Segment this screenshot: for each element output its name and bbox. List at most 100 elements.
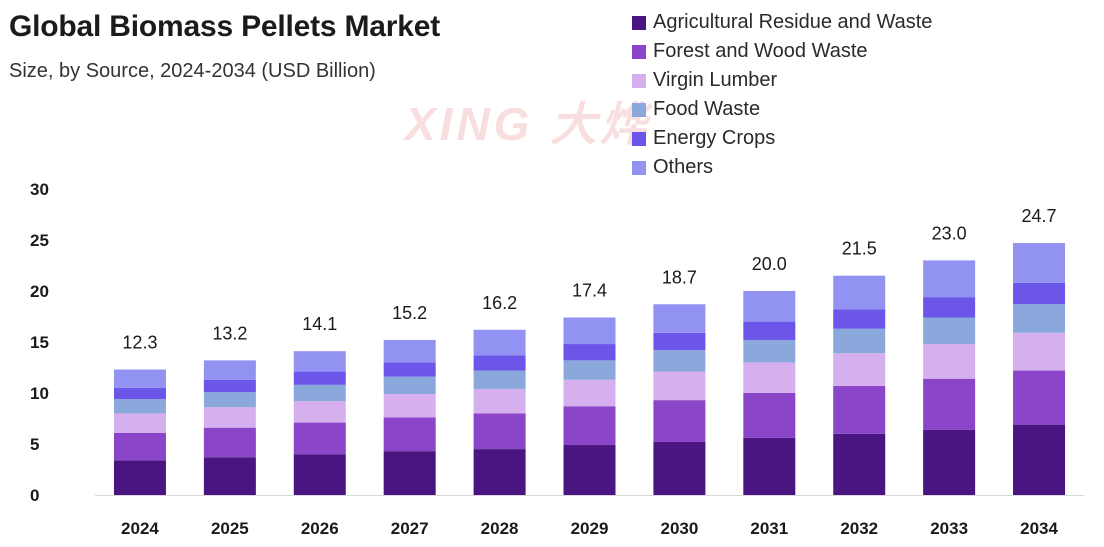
bar-segment	[113, 460, 166, 495]
legend-swatch	[632, 160, 646, 175]
bar-total-label: 20.0	[752, 254, 787, 274]
bar-segment	[1013, 282, 1066, 305]
legend-item: Energy Crops	[632, 124, 932, 153]
bar-segment	[1013, 332, 1066, 371]
bar-segment	[203, 360, 256, 380]
legend-swatch	[632, 44, 646, 59]
legend-label: Food Waste	[653, 98, 761, 120]
bar-segment	[653, 441, 706, 495]
bar-segment	[923, 260, 976, 298]
bar-segment	[653, 371, 706, 401]
bar-total-label: 15.2	[392, 303, 427, 323]
x-tick-label: 2024	[121, 519, 159, 538]
x-tick-label: 2027	[391, 519, 429, 538]
legend-label: Virgin Lumber	[653, 69, 778, 91]
bar-total-label: 18.7	[662, 267, 697, 287]
bar-segment	[743, 362, 796, 393]
bar-segment	[743, 291, 796, 322]
x-tick-label: 2031	[750, 519, 788, 538]
y-tick-label: 10	[30, 384, 49, 403]
bar-segment	[1013, 424, 1066, 495]
bar-segment	[833, 328, 886, 354]
bar-segment	[473, 370, 526, 389]
bar-segment	[473, 329, 526, 356]
bar-segment	[563, 379, 616, 407]
bar-total-label: 24.7	[1022, 206, 1057, 226]
legend-swatch	[632, 131, 646, 146]
bar-segment	[743, 321, 796, 340]
legend-label: Others	[653, 156, 714, 178]
legend-swatch	[632, 15, 646, 30]
bar-segment	[383, 339, 436, 363]
bar-segment	[383, 394, 436, 418]
bar-segment	[293, 401, 346, 423]
y-tick-label: 15	[30, 333, 49, 352]
bar-segment	[203, 457, 256, 495]
legend-item: Agricultural Residue and Waste	[632, 8, 932, 37]
bar-segment	[563, 445, 616, 495]
bar-segment	[203, 427, 256, 458]
x-tick-label: 2025	[211, 519, 249, 538]
bar-segment	[923, 297, 976, 318]
y-tick-label: 30	[30, 180, 49, 199]
legend-label: Energy Crops	[653, 127, 776, 149]
bar-total-label: 17.4	[572, 281, 607, 301]
bar-segment	[383, 362, 436, 377]
legend-label: Agricultural Residue and Waste	[653, 11, 933, 33]
chart-title: Global Biomass Pellets Market	[9, 10, 441, 43]
bar-total-label: 23.0	[932, 223, 967, 243]
bar-segment	[1013, 370, 1066, 425]
bar-segment	[293, 351, 346, 372]
watermark: XING 大烨	[405, 98, 651, 150]
y-tick-label: 25	[30, 231, 49, 250]
bar-segment	[293, 454, 346, 495]
bar-segment	[113, 432, 166, 461]
x-tick-label: 2029	[571, 519, 609, 538]
bar-segment	[653, 400, 706, 442]
bar-segment	[923, 344, 976, 379]
bar-segment	[473, 449, 526, 495]
legend-label: Forest and Wood Waste	[653, 40, 868, 62]
legend-item: Virgin Lumber	[632, 66, 932, 95]
bar-segment	[833, 275, 886, 310]
x-tick-label: 2034	[1020, 519, 1058, 538]
bar-segment	[473, 388, 526, 414]
x-tick-label: 2032	[840, 519, 878, 538]
bar-segment	[383, 451, 436, 495]
x-tick-label: 2028	[481, 519, 519, 538]
bar-segment	[923, 429, 976, 495]
chart-subtitle: Size, by Source, 2024-2034 (USD Billion)	[9, 60, 376, 82]
legend-swatch	[632, 102, 646, 117]
y-tick-label: 0	[30, 486, 39, 505]
bar-segment	[653, 304, 706, 333]
bar-total-label: 16.2	[482, 293, 517, 313]
y-tick-label: 20	[30, 282, 49, 301]
bar-segment	[113, 387, 166, 400]
bar-segment	[293, 384, 346, 402]
bar-segment	[563, 360, 616, 380]
bar-segment	[293, 422, 346, 455]
x-tick-label: 2026	[301, 519, 339, 538]
bar-total-label: 12.3	[122, 333, 157, 353]
legend-swatch	[632, 73, 646, 88]
bar-segment	[473, 413, 526, 450]
bar-segment	[743, 339, 796, 363]
bar-segment	[833, 353, 886, 386]
bar-segment	[383, 417, 436, 452]
legend-item: Forest and Wood Waste	[632, 37, 932, 66]
legend-item: Food Waste	[632, 95, 932, 124]
bar-segment	[653, 350, 706, 372]
bar-segment	[203, 407, 256, 428]
bar-segment	[563, 406, 616, 446]
bar-segment	[113, 399, 166, 414]
bar-segment	[653, 332, 706, 351]
x-tick-label: 2030	[660, 519, 698, 538]
bar-segment	[113, 413, 166, 433]
bar-segment	[293, 371, 346, 385]
bar-segment	[563, 344, 616, 361]
bar-segment	[203, 379, 256, 392]
bar-total-label: 21.5	[842, 239, 877, 259]
bar-segment	[833, 385, 886, 434]
bar-segment	[383, 376, 436, 395]
